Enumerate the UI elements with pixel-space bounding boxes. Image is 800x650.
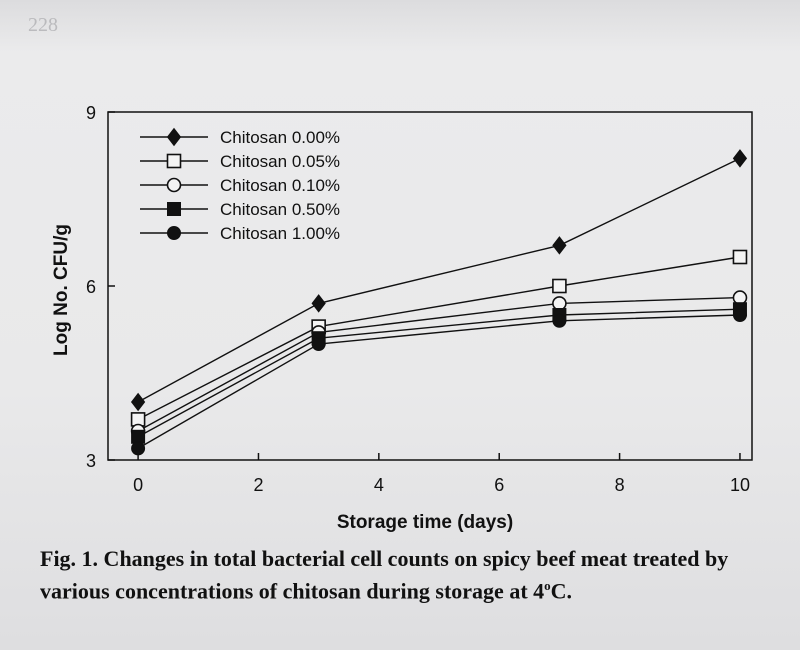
series-line-3 <box>137 296 740 432</box>
x-tick-label: 10 <box>730 475 750 495</box>
legend: Chitosan 0.00% Chitosan 0.05% Chitosan 0.1… <box>140 127 340 243</box>
legend-marker <box>166 177 182 193</box>
page-number: 228 <box>28 14 58 36</box>
x-tick-label: 0 <box>133 475 143 495</box>
chart-container: 0 2 4 6 8 10 3 6 9 Chitosan 0.00% Chitosan 0.05% C… <box>51 103 753 533</box>
data-point-series-2 <box>552 278 567 294</box>
y-axis-label: Log No. CFU/g <box>51 224 72 356</box>
series-line-1 <box>137 157 741 403</box>
legend-marker <box>167 202 181 216</box>
x-tick-label: 4 <box>374 475 384 495</box>
data-point-series-1 <box>311 294 326 313</box>
plot-frame <box>107 111 753 461</box>
series-line-2 <box>137 256 741 421</box>
x-tick-label: 6 <box>494 475 504 495</box>
axes-layer: 0 2 4 6 8 10 3 6 9 <box>86 103 753 495</box>
y-tick-label: 9 <box>86 103 96 123</box>
series-line-4 <box>137 308 740 438</box>
caption-suffix: C. <box>550 578 573 604</box>
legend-marker <box>166 127 182 147</box>
figure-caption: Fig. 1. Changes in total bacterial cell … <box>40 545 780 604</box>
y-tick-label: 6 <box>86 277 96 297</box>
y-tick-label: 3 <box>86 451 96 471</box>
caption-superscript: o <box>544 578 551 593</box>
data-point-series-1 <box>552 236 567 255</box>
data-point-series-1 <box>732 149 748 168</box>
x-tick-label: 8 <box>615 475 625 495</box>
legend-marker <box>166 153 182 169</box>
legend-label: Chitosan 0.10% <box>220 176 340 195</box>
data-point-series-2 <box>732 249 748 265</box>
data-point-series-4 <box>131 429 146 444</box>
series-markers-layer <box>130 149 748 456</box>
data-point-series-3 <box>732 290 748 305</box>
legend-label: Chitosan 0.05% <box>220 152 340 171</box>
data-point-series-5 <box>131 441 146 456</box>
legend-label: Chitosan 0.00% <box>220 128 340 147</box>
data-point-series-5 <box>311 337 326 351</box>
legend-label: Chitosan 1.00% <box>220 224 340 243</box>
data-point-series-5 <box>732 308 747 322</box>
x-axis-label: Storage time (days) <box>337 512 513 533</box>
legend-marker <box>167 226 181 240</box>
caption-text: Fig. 1. Changes in total bacterial cell … <box>40 546 729 604</box>
series-lines-layer <box>137 157 741 450</box>
data-point-series-1 <box>130 392 146 412</box>
legend-label: Chitosan 0.50% <box>220 200 340 219</box>
data-point-series-3 <box>552 296 567 311</box>
series-line-5 <box>137 314 740 450</box>
x-tick-label: 2 <box>253 475 263 495</box>
data-point-series-5 <box>552 313 567 328</box>
